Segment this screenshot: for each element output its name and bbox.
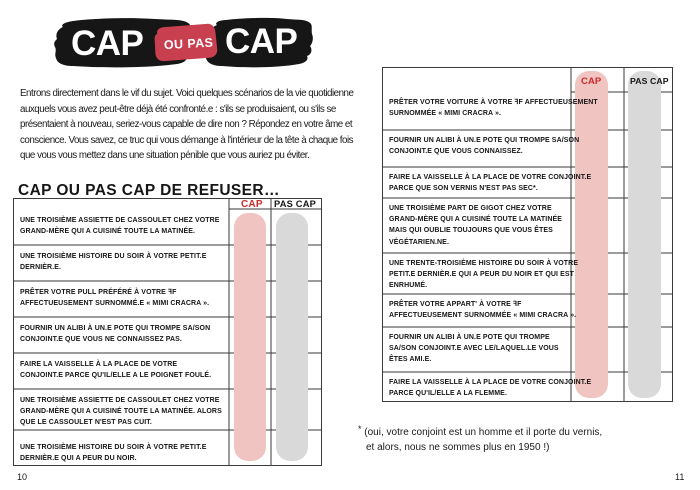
svg-text:CAP: CAP	[71, 24, 144, 63]
svg-text:CAP: CAP	[581, 76, 602, 87]
svg-text:PAS CAP: PAS CAP	[274, 199, 316, 209]
svg-text:CAP: CAP	[241, 199, 263, 210]
svg-text:CAP: CAP	[225, 22, 298, 61]
svg-text:OU PAS: OU PAS	[164, 36, 214, 53]
svg-text:PAS CAP: PAS CAP	[630, 76, 669, 86]
